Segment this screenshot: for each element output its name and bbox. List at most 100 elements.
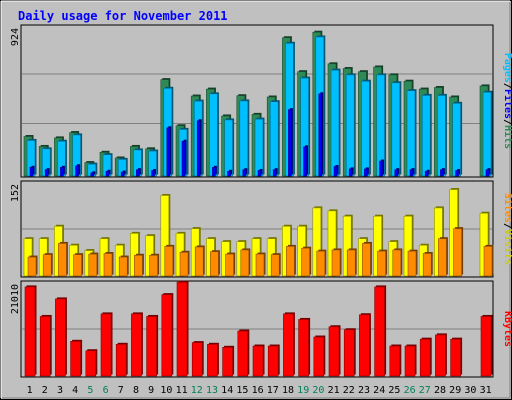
bar-sites-day-7 [118, 256, 128, 277]
bar-files-day-13 [209, 93, 218, 177]
bar-kbytes-day-12 [191, 342, 203, 377]
bar-sites-day-19 [301, 247, 310, 277]
x-axis-labels: 1 2 3 4 5 6 7 8 9 10 11 12 13 14 15 16 17 18 19 20 21 22 23 24 2… [27, 385, 492, 396]
x-label-day-14: 14 [221, 385, 233, 396]
bar-kbytes-day-17 [267, 345, 279, 377]
bar-sites-day-3 [58, 243, 67, 277]
legend-sites: Sites [502, 193, 512, 223]
bar-pages-day-9 [151, 170, 155, 177]
bar-kbytes-day-31 [480, 316, 492, 377]
bar-pages-day-1 [29, 167, 34, 177]
bar-kbytes-day-21 [328, 326, 340, 377]
bar-pages-day-20 [318, 93, 323, 177]
bar-pages-day-17 [272, 169, 277, 177]
legend-kbytes: KBytes [502, 311, 512, 347]
bar-kbytes-day-19 [298, 319, 309, 377]
bar-kbytes-day-25 [389, 345, 401, 377]
x-label-day-19: 19 [297, 385, 309, 396]
x-label-day-2: 2 [42, 385, 48, 396]
bar-kbytes-day-28 [435, 334, 446, 377]
bar-sites-day-11 [179, 252, 189, 277]
bar-sites-day-26 [407, 250, 417, 277]
bar-sites-day-12 [194, 246, 204, 277]
x-label-day-22: 22 [343, 385, 355, 396]
x-label-day-15: 15 [236, 385, 248, 396]
bar-kbytes-day-5 [85, 350, 97, 377]
legend-kbytes-label: KBytes [502, 311, 512, 347]
bar-pages-day-28 [440, 169, 444, 177]
bar-kbytes-day-2 [39, 316, 51, 377]
legend-hits: Hits [502, 125, 512, 149]
bar-pages-day-6 [105, 170, 110, 177]
bar-pages-day-21 [333, 166, 338, 177]
bar-sites-day-28 [438, 238, 447, 277]
bar-sites-day-13 [210, 251, 219, 277]
bar-sites-day-31 [483, 246, 493, 277]
bar-pages-day-15 [242, 169, 247, 177]
bar-pages-day-5 [90, 172, 95, 177]
bar-files-day-23 [361, 80, 370, 177]
bar-pages-day-27 [424, 170, 429, 177]
bar-sites-day-10 [164, 246, 174, 277]
bar-kbytes-day-11 [176, 281, 188, 377]
bar-files-day-26 [406, 90, 416, 177]
chart-title: Daily usage for November 2011 [18, 9, 228, 23]
bar-kbytes-day-16 [252, 345, 264, 377]
bar-pages-day-22 [348, 168, 353, 177]
bar-sites-day-4 [73, 254, 82, 277]
bar-sites-day-29 [453, 228, 462, 277]
legend-sep-1: / [502, 83, 512, 89]
bar-pages-day-23 [364, 168, 368, 177]
bar-files-day-17 [269, 101, 279, 177]
chart-bars [22, 30, 494, 377]
top-panel-max-label: 924 [10, 28, 21, 46]
bar-sites-day-22 [346, 249, 356, 277]
x-label-day-24: 24 [373, 385, 385, 396]
bar-kbytes-day-15 [237, 330, 249, 377]
bar-pages-day-12 [196, 120, 201, 177]
bar-kbytes-day-20 [313, 336, 325, 377]
bar-kbytes-day-10 [161, 294, 173, 377]
bar-sites-day-15 [240, 249, 250, 277]
bar-pages-day-4 [75, 165, 79, 177]
x-label-day-9: 9 [148, 385, 154, 396]
bar-sites-day-23 [362, 243, 371, 277]
bar-kbytes-day-1 [24, 286, 36, 377]
bar-files-day-29 [452, 103, 461, 177]
bar-sites-day-14 [225, 253, 234, 277]
x-label-day-30: 30 [464, 385, 476, 396]
x-label-day-28: 28 [434, 385, 446, 396]
bar-sites-day-21 [331, 249, 341, 277]
bar-sites-day-18 [286, 246, 295, 277]
x-label-day-20: 20 [312, 385, 324, 396]
bar-pages-day-11 [181, 140, 186, 177]
bar-pages-day-10 [166, 127, 171, 177]
x-label-day-4: 4 [72, 385, 78, 396]
bar-pages-day-26 [409, 169, 414, 177]
bar-pages-day-2 [44, 169, 49, 177]
bar-pages-day-16 [257, 170, 262, 177]
bar-sites-day-2 [42, 254, 52, 277]
x-label-day-8: 8 [133, 385, 139, 396]
bar-sites-day-25 [392, 249, 402, 277]
bar-files-day-15 [239, 100, 249, 177]
x-label-day-10: 10 [160, 385, 172, 396]
x-label-day-18: 18 [282, 385, 294, 396]
legend-pages: Pages [502, 53, 512, 83]
bar-sites-day-1 [27, 256, 37, 277]
bar-kbytes-day-9 [146, 316, 157, 377]
x-label-day-17: 17 [267, 385, 279, 396]
x-label-day-25: 25 [388, 385, 400, 396]
bar-kbytes-day-3 [55, 298, 66, 377]
bar-pages-day-25 [394, 169, 399, 177]
bar-sites-day-6 [103, 253, 113, 277]
legend-sep-3: / [502, 223, 512, 229]
bar-kbytes-day-23 [359, 314, 370, 377]
legend-visits: Visits [502, 229, 512, 265]
x-label-day-3: 3 [57, 385, 63, 396]
bar-sites-day-17 [270, 254, 280, 277]
bar-files-day-28 [437, 95, 446, 177]
bar-kbytes-day-14 [222, 346, 233, 377]
bar-pages-day-18 [288, 109, 292, 177]
bar-pages-day-3 [60, 167, 64, 177]
